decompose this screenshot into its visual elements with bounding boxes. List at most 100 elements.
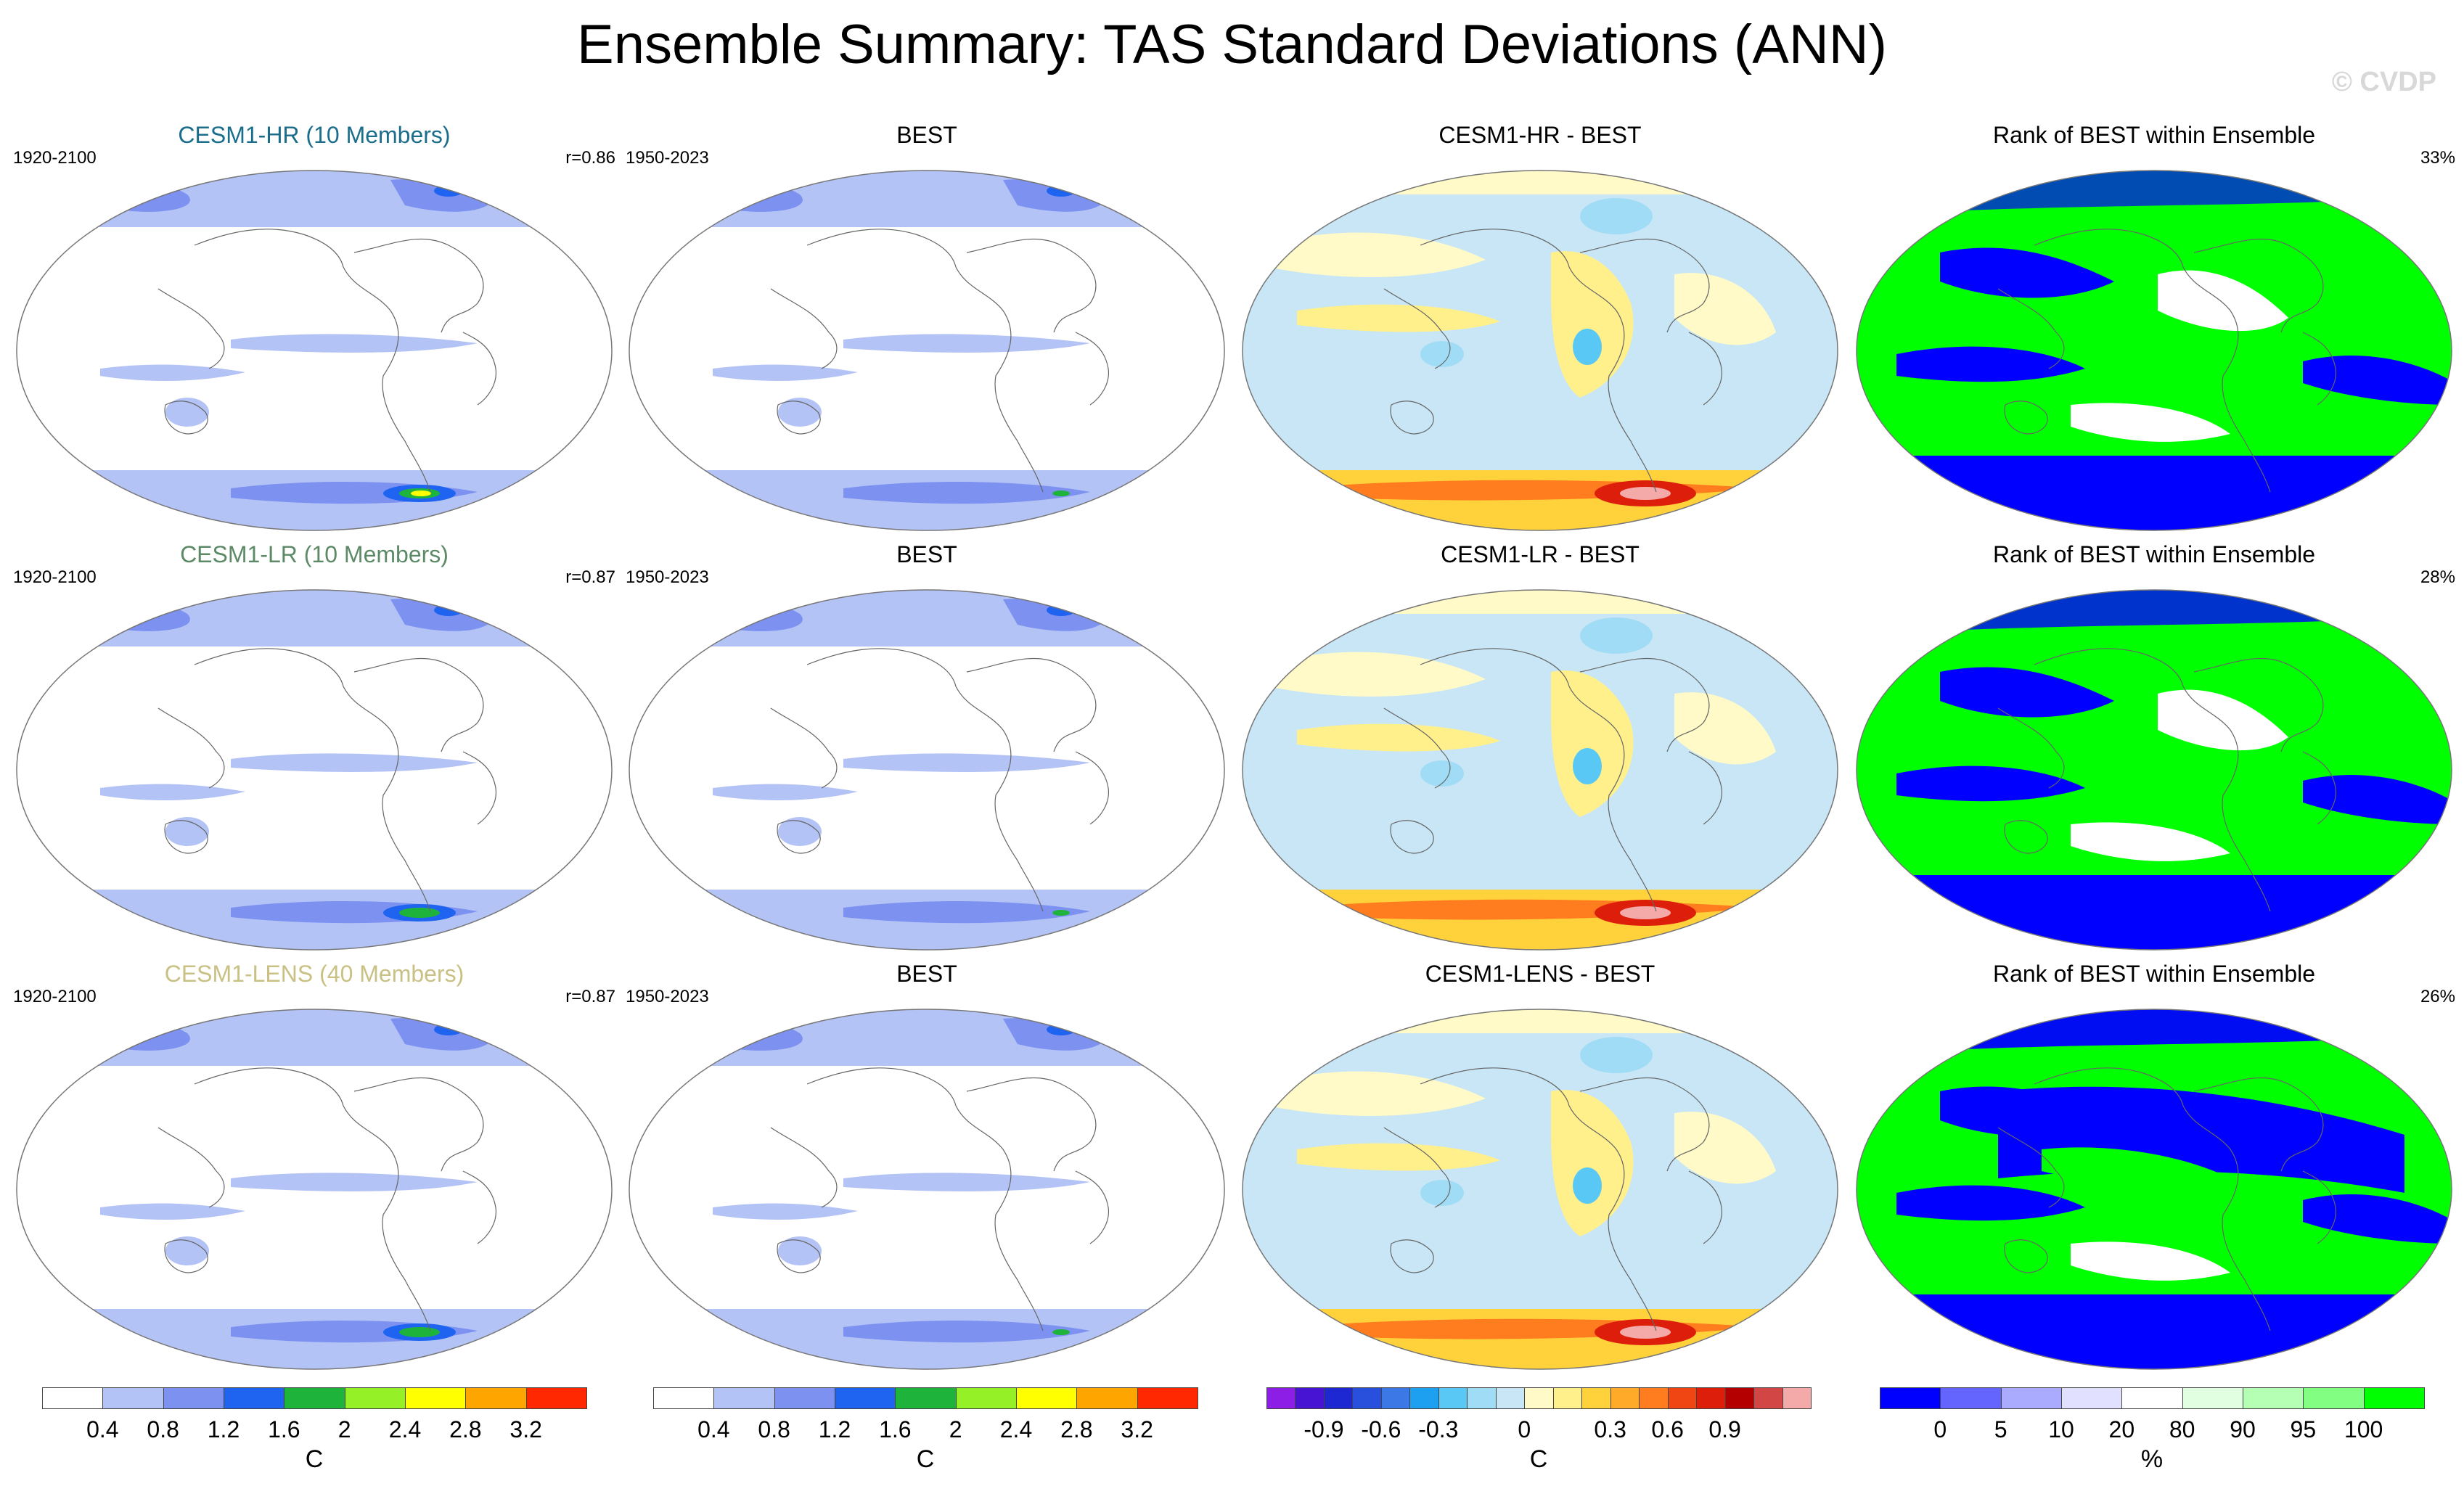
colorbar-box — [1467, 1387, 1497, 1409]
colorbar-tick-label: 0.4 — [86, 1416, 119, 1442]
stddev-colorbar-model: 0.4 0.8 1.2 1.6 2 2.4 2.8 3.2 C — [42, 1387, 587, 1482]
map-field — [1243, 171, 1838, 530]
colorbar-tick-label: 5 — [1994, 1416, 2007, 1442]
map-field — [1857, 1009, 2452, 1369]
panel-period: 1920-2100 — [13, 567, 97, 587]
colorbar-box — [1323, 1387, 1354, 1409]
colorbar-box — [1524, 1387, 1554, 1409]
map-field — [1857, 171, 2452, 530]
colorbar-unit: % — [2140, 1445, 2164, 1473]
map-panel-model: CESM1-HR (10 Members) 1920-2100 r=0.86 — [13, 122, 615, 535]
globe-map — [16, 1009, 613, 1370]
colorbar-unit: C — [1529, 1445, 1548, 1473]
colorbar-box — [525, 1387, 587, 1409]
colorbar-box — [42, 1387, 104, 1409]
globe-map — [1856, 589, 2452, 951]
colorbar-tick-label: 10 — [2048, 1416, 2074, 1442]
colorbar-tick-label: 0.6 — [1651, 1416, 1684, 1442]
colorbar-box — [2061, 1387, 2123, 1409]
map-panel-rank: Rank of BEST within Ensemble 26% — [1853, 961, 2455, 1374]
colorbar-tick-label: 2.4 — [999, 1416, 1033, 1442]
colorbar-box — [1295, 1387, 1325, 1409]
map-panel-diff: CESM1-LR - BEST — [1239, 541, 1841, 955]
colorbar-box — [2363, 1387, 2425, 1409]
colorbar-tick-label: 100 — [2344, 1416, 2383, 1442]
colorbar-box — [1352, 1387, 1382, 1409]
panel-stat: r=0.87 — [565, 987, 615, 1006]
colorbar-box — [465, 1387, 527, 1409]
stddev-colorbar-obs: 0.4 0.8 1.2 1.6 2 2.4 2.8 3.2 C — [653, 1387, 1198, 1482]
colorbar-box — [1581, 1387, 1611, 1409]
colorbar-tick-label: 90 — [2230, 1416, 2256, 1442]
map-panel-obs: BEST 1950-2023 — [626, 961, 1228, 1374]
colorbar-box — [2243, 1387, 2304, 1409]
colorbar-box — [344, 1387, 406, 1409]
colorbar-tick-label: 2.8 — [1060, 1416, 1093, 1442]
colorbar-tick-label: 2.8 — [449, 1416, 482, 1442]
colorbar-box — [774, 1387, 835, 1409]
map-panel-rank: Rank of BEST within Ensemble 28% — [1853, 541, 2455, 955]
panel-stat: 26% — [2420, 987, 2455, 1006]
panel-title: BEST — [896, 961, 957, 987]
colorbar-tick-label: 1.6 — [268, 1416, 300, 1442]
globe-map — [16, 170, 613, 531]
map-field — [629, 1009, 1224, 1369]
colorbar-tick-label: -0.6 — [1361, 1416, 1401, 1442]
colorbar-box — [2182, 1387, 2243, 1409]
colorbar-tick-label: 2 — [337, 1416, 351, 1442]
panel-title: CESM1-LENS - BEST — [1425, 961, 1655, 987]
panel-stat: r=0.86 — [565, 148, 615, 168]
colorbar-box — [405, 1387, 467, 1409]
map-field — [1857, 590, 2452, 950]
panel-title: Rank of BEST within Ensemble — [1992, 961, 2316, 987]
map-panel-rank: Rank of BEST within Ensemble 33% — [1853, 122, 2455, 535]
rank-colorbar: 0 5 10 20 80 90 95 100% — [1880, 1387, 2425, 1482]
globe-map — [1856, 170, 2452, 531]
colorbar-box — [284, 1387, 345, 1409]
colorbar-tick-label: 0 — [1933, 1416, 1947, 1442]
colorbar-tick-label: 2.4 — [388, 1416, 422, 1442]
colorbar-tick-label: 1.2 — [207, 1416, 240, 1442]
colorbar-box — [2303, 1387, 2365, 1409]
colorbar-box — [1782, 1387, 1812, 1409]
globe-map — [1242, 589, 1838, 951]
map-field — [17, 1009, 612, 1369]
cvdp-watermark: © CVDP — [2331, 67, 2436, 97]
colorbar-tick-label: 0.8 — [758, 1416, 790, 1442]
colorbar-tick-label: 80 — [2169, 1416, 2195, 1442]
colorbar-tick-label: 1.6 — [879, 1416, 912, 1442]
colorbar-box — [1639, 1387, 1669, 1409]
colorbar-tick-label: 0.9 — [1708, 1416, 1741, 1442]
colorbar-box — [1076, 1387, 1138, 1409]
map-field — [1243, 1009, 1838, 1369]
map-panel-diff: CESM1-HR - BEST — [1239, 122, 1841, 535]
colorbar-tick-label: 0.3 — [1594, 1416, 1626, 1442]
colorbar-box — [1380, 1387, 1411, 1409]
colorbar-tick-label: 0 — [1518, 1416, 1531, 1442]
colorbar-box — [835, 1387, 896, 1409]
globe-map — [629, 1009, 1225, 1370]
colorbar-box — [1696, 1387, 1726, 1409]
panel-period: 1950-2023 — [626, 567, 709, 587]
panel-title: BEST — [896, 541, 957, 567]
colorbar-box — [955, 1387, 1017, 1409]
panel-title: CESM1-LENS (40 Members) — [164, 961, 464, 987]
map-panel-obs: BEST 1950-2023 — [626, 541, 1228, 955]
panel-stat: 28% — [2420, 567, 2455, 587]
colorbar-tick-label: 2 — [949, 1416, 962, 1442]
colorbar-box — [1016, 1387, 1078, 1409]
colorbar-tick-label: 0.4 — [697, 1416, 730, 1442]
colorbar-box — [1880, 1387, 1941, 1409]
map-field — [629, 590, 1224, 950]
map-panel-model: CESM1-LR (10 Members) 1920-2100 r=0.87 — [13, 541, 615, 955]
colorbar-box — [2000, 1387, 2062, 1409]
colorbar-tick-label: 95 — [2290, 1416, 2317, 1442]
globe-map — [1242, 1009, 1838, 1370]
colorbar-box — [713, 1387, 775, 1409]
map-field — [17, 171, 612, 530]
globe-map — [629, 589, 1225, 951]
map-field — [1243, 590, 1838, 950]
panel-title: Rank of BEST within Ensemble — [1992, 541, 2316, 567]
colorbar-box — [102, 1387, 164, 1409]
colorbar-box — [224, 1387, 285, 1409]
